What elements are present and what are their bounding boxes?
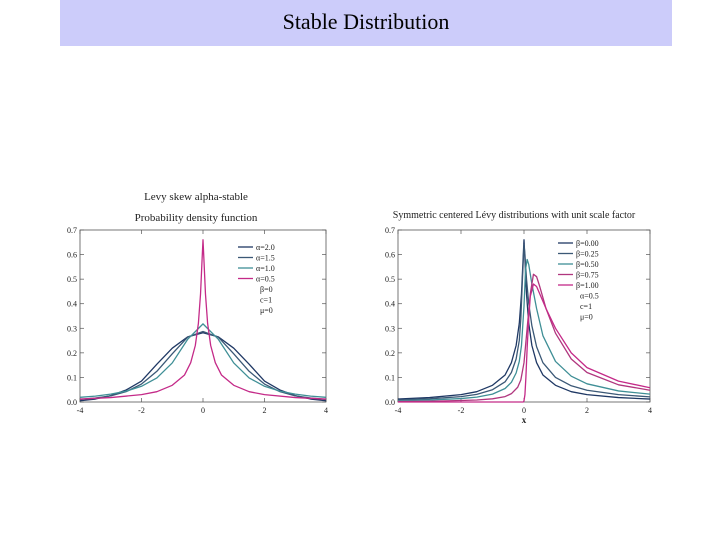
param-label-3: μ=0: [580, 313, 593, 322]
x-tick-label: -4: [77, 406, 84, 415]
x-axis-label: x: [522, 415, 527, 425]
param-label-1: β=0: [260, 285, 273, 294]
series-line-3: [79, 323, 327, 398]
legend-label-3: α=1.0: [256, 264, 275, 273]
y-tick-label: 0.5: [67, 275, 77, 284]
legend-label-3: β=0.50: [576, 260, 599, 269]
series-line-1: [397, 239, 651, 400]
chart-right: Symmetric centered Lévy distributions wi…: [385, 210, 652, 425]
series-line-2: [79, 330, 327, 401]
y-tick-label: 0.1: [385, 373, 395, 382]
legend-label-5: β=1.00: [576, 281, 599, 290]
y-tick-label: 0.7: [385, 226, 395, 235]
series-line-4: [79, 239, 327, 400]
legend-label-4: β=0.75: [576, 271, 599, 280]
y-tick-label: 0.2: [385, 349, 395, 358]
series-line-4: [397, 273, 651, 403]
y-tick-label: 0.5: [385, 275, 395, 284]
y-tick-label: 0.3: [67, 324, 77, 333]
y-tick-label: 0.0: [385, 398, 395, 407]
series-line-5: [398, 283, 651, 403]
y-tick-label: 0.4: [67, 300, 77, 309]
x-tick-label: -2: [138, 406, 145, 415]
x-tick-label: 4: [324, 406, 328, 415]
x-tick-label: 4: [648, 406, 652, 415]
y-tick-label: 0.7: [67, 226, 77, 235]
series-line-3: [397, 258, 651, 402]
param-label-1: α=0.5: [580, 292, 599, 301]
chart-title: Symmetric centered Lévy distributions wi…: [393, 210, 636, 221]
page-title: Stable Distribution: [282, 9, 450, 34]
x-tick-label: -4: [395, 406, 402, 415]
chart-title: Levy skew alpha-stable: [144, 191, 248, 203]
series-line-2: [397, 244, 651, 401]
y-tick-label: 0.6: [67, 251, 77, 260]
y-tick-label: 0.4: [385, 300, 395, 309]
y-tick-label: 0.1: [67, 373, 77, 382]
legend-label-2: β=0.25: [576, 250, 599, 259]
param-label-2: c=1: [580, 302, 592, 311]
x-tick-label: 0: [201, 406, 205, 415]
series-line-1: [79, 332, 327, 402]
x-tick-label: 2: [263, 406, 267, 415]
x-tick-label: 0: [522, 406, 526, 415]
x-tick-label: -2: [458, 406, 465, 415]
legend-label-1: β=0.00: [576, 239, 599, 248]
x-tick-label: 2: [585, 406, 589, 415]
y-tick-label: 0.3: [385, 324, 395, 333]
legend-label-2: α=1.5: [256, 254, 275, 263]
legend-label-1: α=2.0: [256, 243, 275, 252]
y-tick-label: 0.2: [67, 349, 77, 358]
title-bar: Stable Distribution: [60, 0, 672, 46]
chart-left: Levy skew alpha-stable Probability densit…: [67, 191, 328, 415]
y-tick-label: 0.6: [385, 251, 395, 260]
param-label-2: c=1: [260, 296, 272, 305]
chart-subtitle: Probability density function: [135, 212, 258, 224]
legend-label-4: α=0.5: [256, 275, 275, 284]
plot-frame: [79, 229, 327, 403]
y-tick-label: 0.0: [67, 398, 77, 407]
param-label-3: μ=0: [260, 306, 273, 315]
